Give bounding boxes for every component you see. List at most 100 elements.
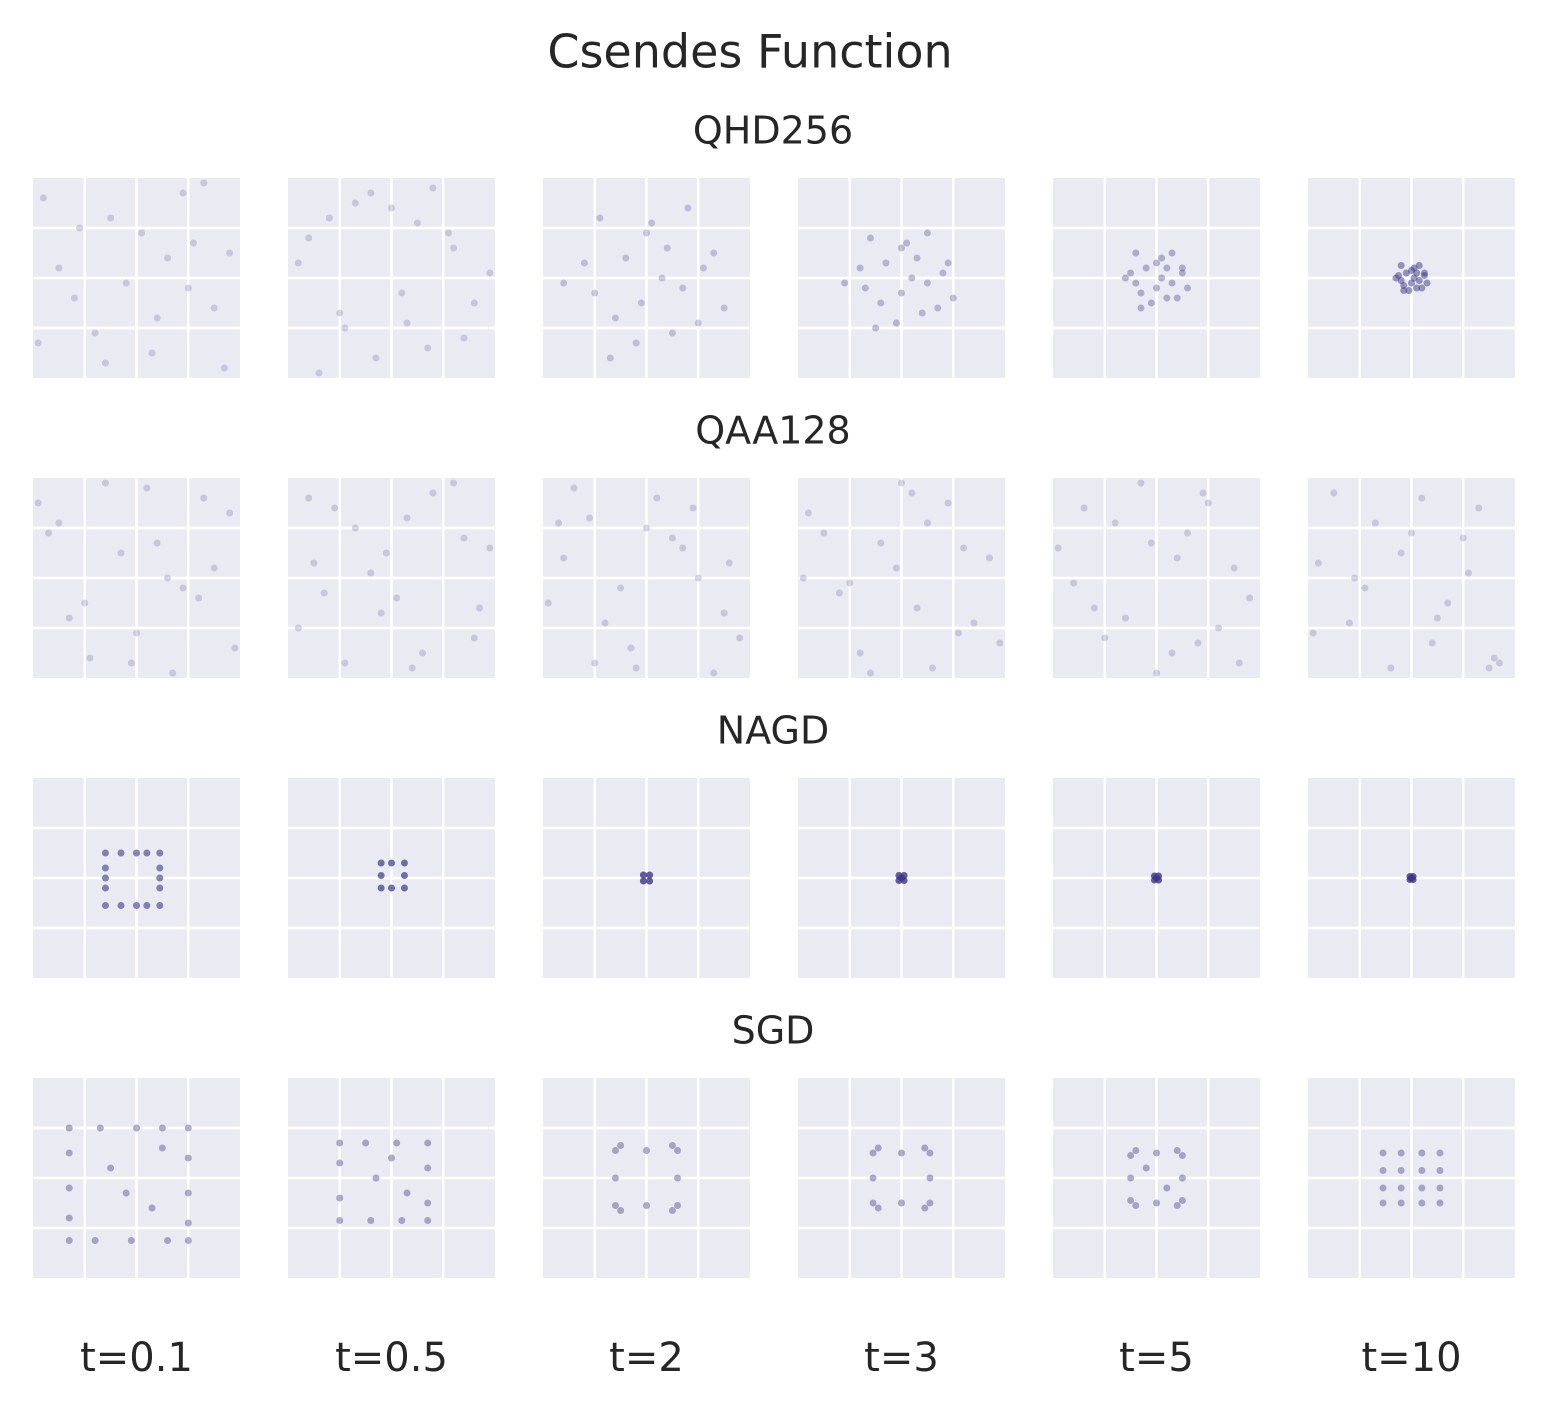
point [164,254,172,262]
point [985,554,993,562]
point [1418,284,1426,292]
point [1158,254,1166,262]
column-title: t=2 [609,1335,684,1381]
point [460,534,468,542]
point [1436,1149,1444,1157]
point [398,1217,406,1224]
point [877,299,885,307]
column-title: t=0.5 [335,1335,448,1381]
point [184,1219,192,1227]
point [1147,539,1155,547]
point [820,529,828,537]
point [892,564,900,572]
point [1464,569,1472,577]
point [200,179,208,187]
point [869,1199,877,1207]
point [617,584,625,592]
point [926,1199,934,1207]
point [143,484,151,492]
point [486,544,494,552]
point [1408,267,1415,274]
point [310,559,318,567]
point [424,1217,432,1224]
point [1137,289,1145,297]
point [1475,504,1483,512]
point [122,279,130,287]
point [143,849,151,857]
point [1173,1202,1181,1209]
point [1142,264,1150,272]
point [398,289,406,297]
point [1490,654,1498,662]
point [679,544,687,552]
point [55,264,63,272]
point [668,534,676,542]
point [923,229,931,237]
row-title: QAA128 [695,409,851,453]
point [325,214,333,222]
point [944,259,952,267]
point [674,1202,682,1209]
point [1168,649,1176,657]
point [400,872,408,879]
point [400,884,408,892]
point [101,884,109,892]
point [1163,294,1171,302]
point [1413,284,1421,292]
point [231,644,239,652]
point [107,214,115,222]
point [1405,287,1413,294]
point [580,259,588,267]
point [127,659,135,667]
point [861,284,869,292]
point [336,309,344,317]
point [939,269,947,277]
point [65,1237,73,1244]
point [1147,299,1155,307]
point [117,849,125,857]
point [1121,274,1129,282]
point [294,259,302,267]
point [1423,279,1431,287]
point [1173,1147,1181,1154]
point [133,629,140,637]
point [156,902,164,909]
point [403,1189,411,1197]
column-title: t=0.1 [80,1335,193,1381]
point [1137,304,1145,312]
point [1433,614,1441,622]
point [1397,1167,1405,1174]
point [1173,554,1181,562]
point [393,594,401,602]
point [1397,262,1405,269]
point [65,1124,73,1132]
point [639,877,647,885]
point [606,354,614,362]
point [1436,1199,1444,1207]
point [133,849,140,857]
point [611,1147,619,1154]
point [1111,519,1119,527]
point [336,1139,344,1147]
point [153,314,161,322]
point [643,229,650,237]
point [101,902,109,909]
point [684,204,692,212]
point [1215,624,1223,632]
point [923,279,931,287]
point [591,659,599,667]
point [736,634,744,642]
point [710,249,718,257]
point [954,629,962,637]
point [388,859,395,867]
column-title: t=3 [864,1335,939,1381]
point [699,264,707,272]
point [1153,259,1160,267]
point [1194,639,1202,647]
point [1397,1184,1405,1192]
point [658,274,666,282]
point [164,1237,172,1244]
point [1408,874,1415,882]
point [184,284,192,292]
point [1351,574,1359,582]
